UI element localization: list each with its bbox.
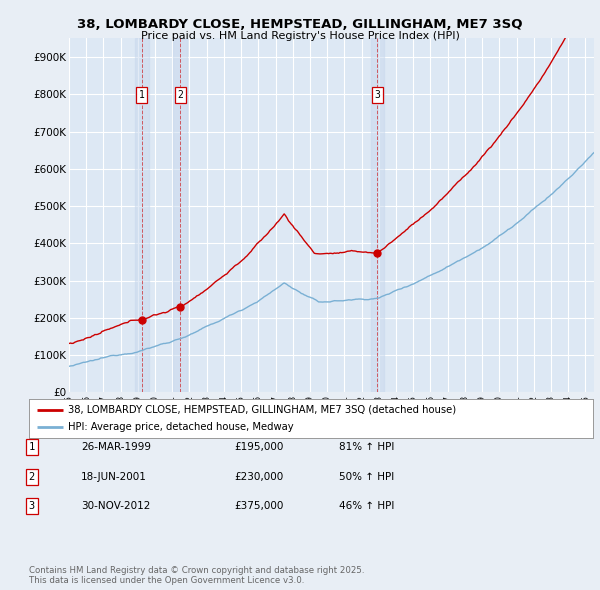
Text: 26-MAR-1999: 26-MAR-1999 (81, 442, 151, 452)
Text: £195,000: £195,000 (234, 442, 283, 452)
Bar (173, 38, 187, 392)
Text: £375,000: £375,000 (234, 502, 283, 511)
Bar (135, 38, 149, 392)
Text: HPI: Average price, detached house, Medway: HPI: Average price, detached house, Medw… (68, 422, 294, 432)
Text: 30-NOV-2012: 30-NOV-2012 (81, 502, 151, 511)
Text: 1: 1 (139, 90, 145, 100)
Text: 46% ↑ HPI: 46% ↑ HPI (339, 502, 394, 511)
Text: 2: 2 (177, 90, 183, 100)
Text: 3: 3 (29, 502, 35, 511)
Text: 38, LOMBARDY CLOSE, HEMPSTEAD, GILLINGHAM, ME7 3SQ (detached house): 38, LOMBARDY CLOSE, HEMPSTEAD, GILLINGHA… (68, 405, 457, 415)
Bar (371, 38, 385, 392)
Text: 2: 2 (29, 472, 35, 481)
Text: 38, LOMBARDY CLOSE, HEMPSTEAD, GILLINGHAM, ME7 3SQ: 38, LOMBARDY CLOSE, HEMPSTEAD, GILLINGHA… (77, 18, 523, 31)
Text: 50% ↑ HPI: 50% ↑ HPI (339, 472, 394, 481)
Text: 1: 1 (29, 442, 35, 452)
Text: Price paid vs. HM Land Registry's House Price Index (HPI): Price paid vs. HM Land Registry's House … (140, 31, 460, 41)
Text: £230,000: £230,000 (234, 472, 283, 481)
Text: 81% ↑ HPI: 81% ↑ HPI (339, 442, 394, 452)
Text: 18-JUN-2001: 18-JUN-2001 (81, 472, 147, 481)
Text: Contains HM Land Registry data © Crown copyright and database right 2025.
This d: Contains HM Land Registry data © Crown c… (29, 566, 364, 585)
Text: 3: 3 (374, 90, 380, 100)
